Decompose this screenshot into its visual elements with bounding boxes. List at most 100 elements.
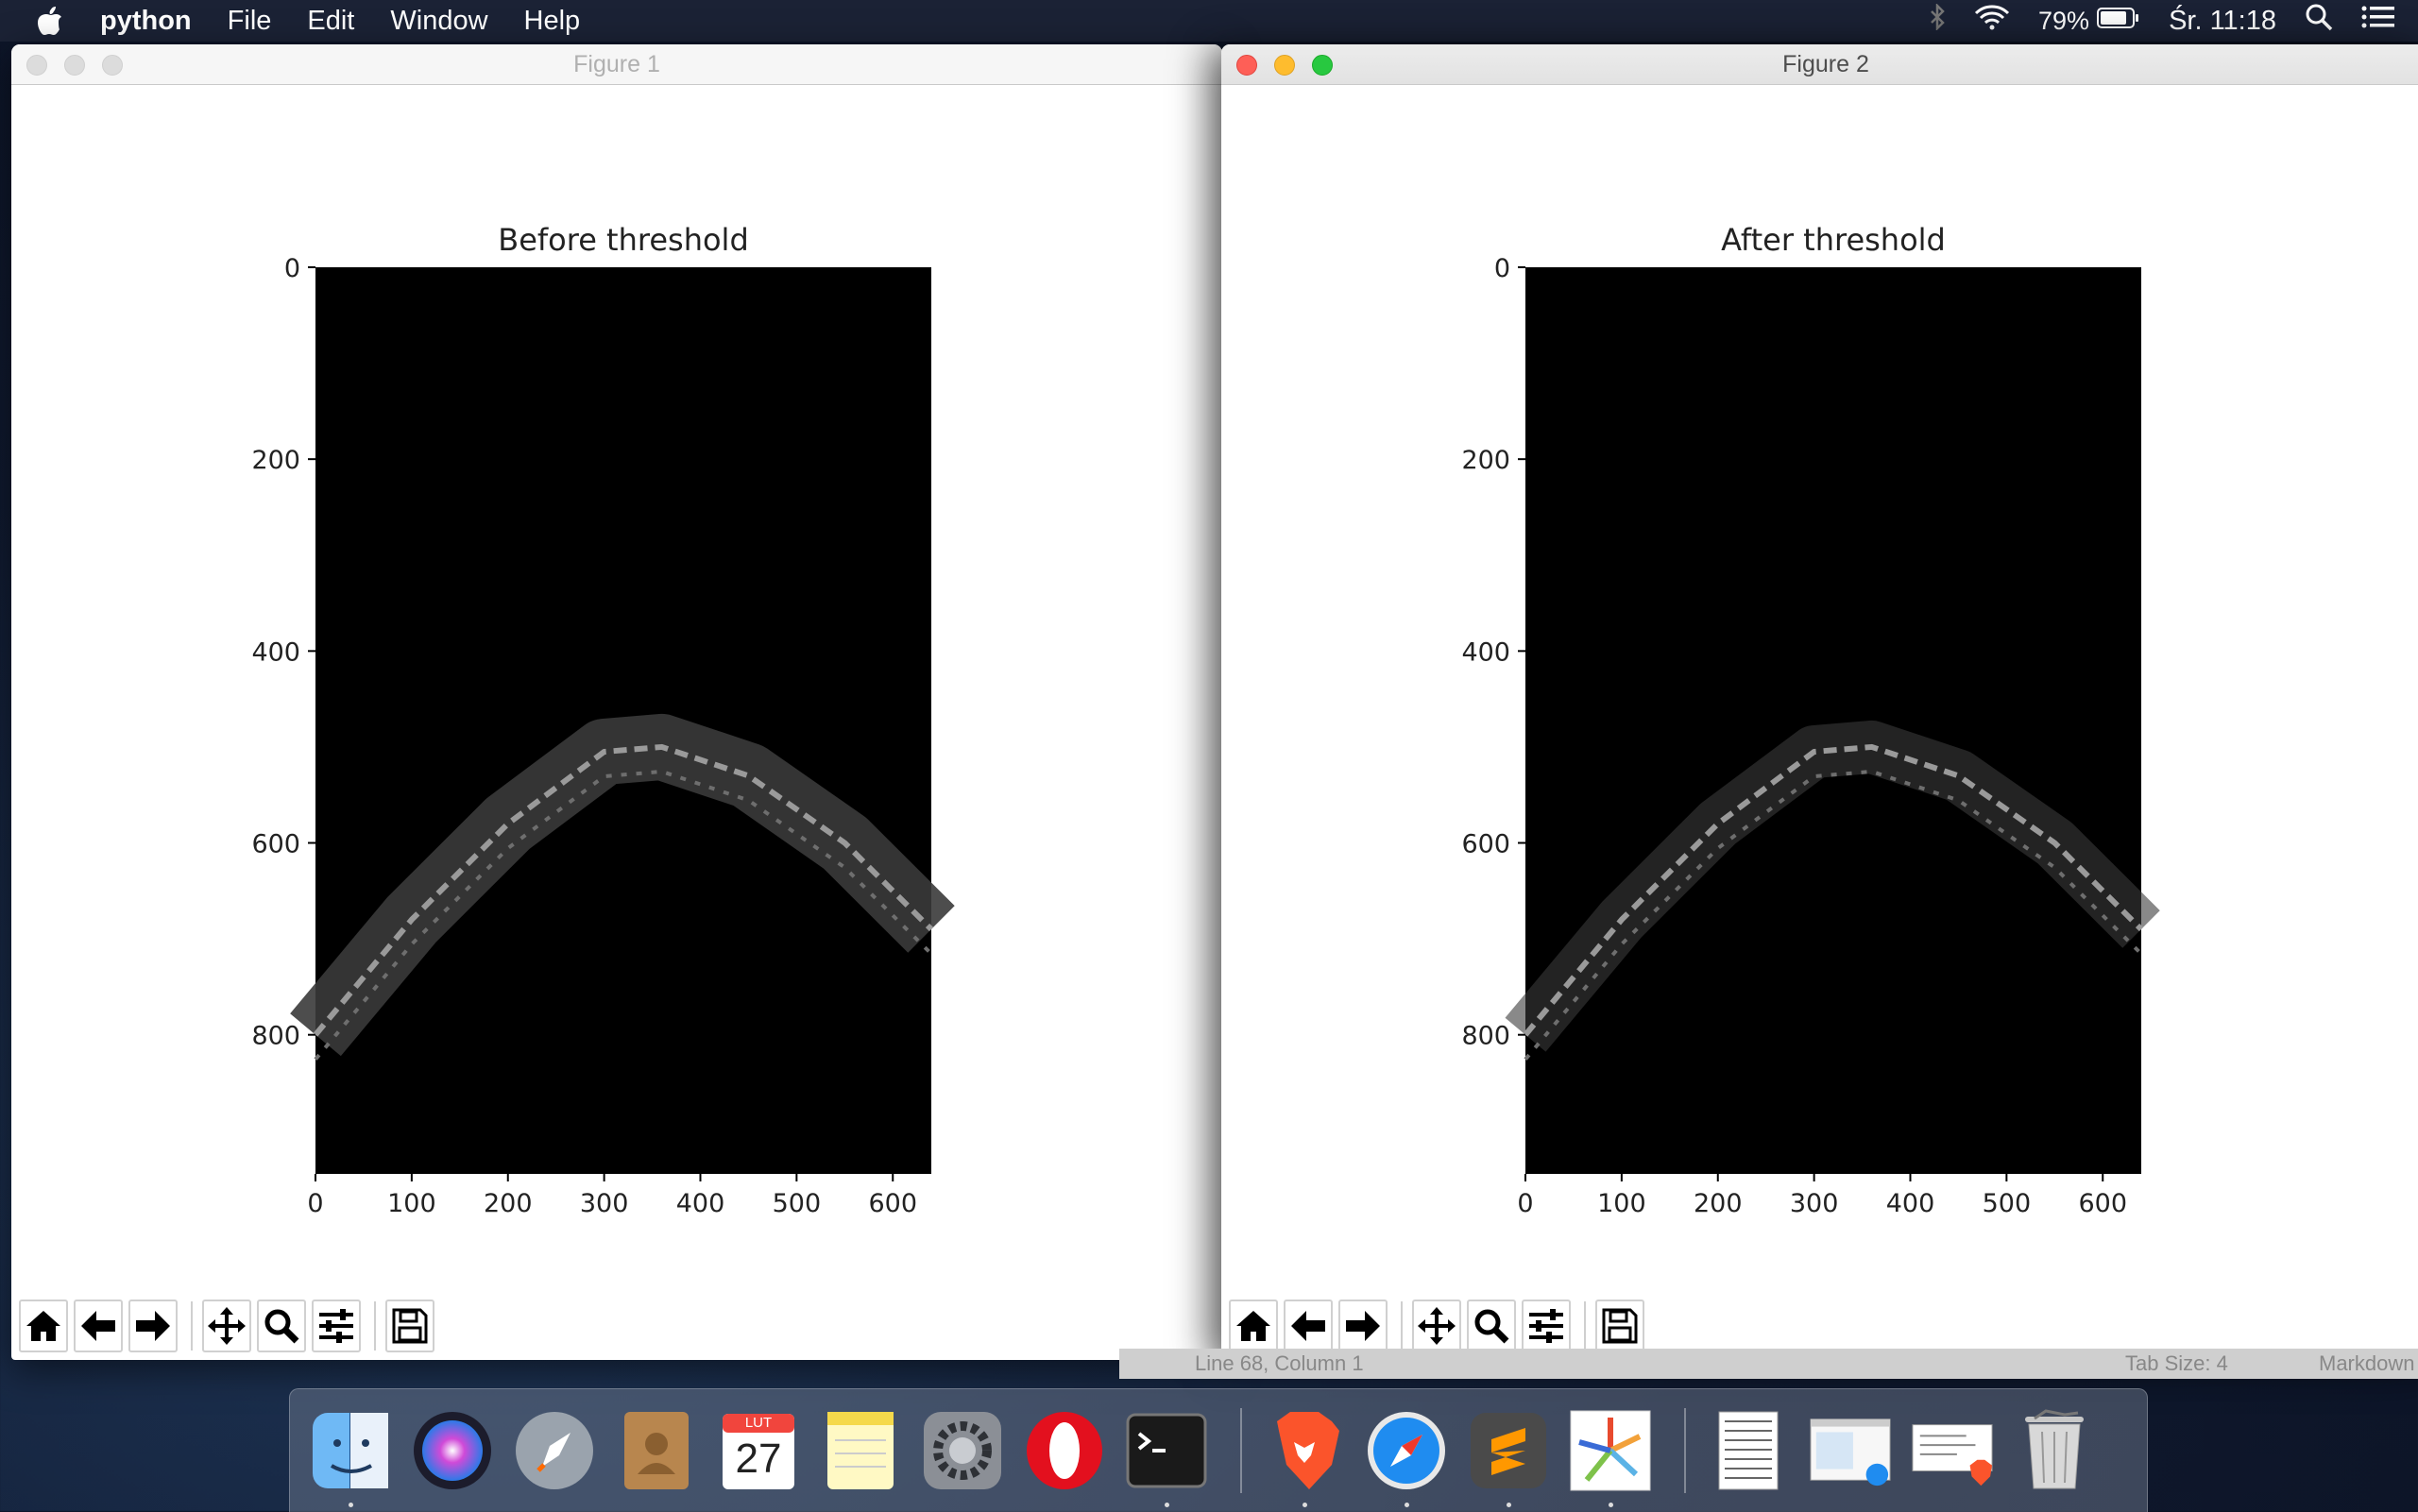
configure-subplots-icon[interactable] (1522, 1300, 1571, 1352)
calendar-icon[interactable]: LUT 27 (717, 1409, 800, 1492)
y-tick-label: 600 (251, 830, 300, 859)
home-icon[interactable] (19, 1300, 68, 1352)
close-button[interactable] (1236, 55, 1257, 76)
menu-app-name[interactable]: python (100, 5, 192, 36)
dock-separator (1240, 1408, 1242, 1493)
zoom-icon[interactable] (257, 1300, 306, 1352)
editor-tab-size: Tab Size: 4 (2125, 1351, 2228, 1375)
menu-window[interactable]: Window (390, 5, 488, 36)
background-editor-statusbar: Line 68, Column 1 Tab Size: 4 Markdown (1119, 1349, 2418, 1379)
launchpad-icon[interactable] (513, 1409, 596, 1492)
figure-2-window[interactable]: Figure 2 After threshold 0 100 200 300 400 500… (1221, 44, 2418, 1360)
curve-strand (1524, 769, 2143, 1061)
opera-icon[interactable] (1023, 1409, 1106, 1492)
home-icon[interactable] (1229, 1300, 1278, 1352)
siri-icon[interactable] (411, 1409, 494, 1492)
document-thumb-2[interactable] (1809, 1409, 1892, 1492)
plot-after-threshold[interactable]: After threshold 0 100 200 300 400 500 600 0 200 40… (1221, 85, 2418, 1294)
battery-percent: 79% (2038, 6, 2090, 35)
y-tick-label: 200 (1461, 446, 1510, 475)
plot-before-threshold[interactable]: Before threshold 0 100 200 300 400 500 600 0 200 4… (11, 85, 1222, 1294)
x-tick-label: 300 (580, 1189, 629, 1218)
y-tick-label: 400 (251, 637, 300, 667)
x-tick-label: 400 (1886, 1189, 1935, 1218)
figure-1-window[interactable]: Figure 1 Before threshold 0 100 200 300 400 50… (11, 44, 1222, 1360)
x-tick-label: 600 (2078, 1189, 2127, 1218)
system-preferences-icon[interactable] (921, 1409, 1004, 1492)
document-thumb-1[interactable] (1707, 1409, 1790, 1492)
window-titlebar[interactable]: Figure 2 (1221, 44, 2418, 85)
window-title: Figure 2 (1782, 51, 1869, 77)
y-tick-label: 800 (251, 1022, 300, 1051)
zoom-button[interactable] (1312, 55, 1333, 76)
toolbar-separator (1401, 1301, 1403, 1351)
sublime-text-icon[interactable] (1467, 1409, 1550, 1507)
menu-help[interactable]: Help (523, 5, 581, 36)
menu-file[interactable]: File (227, 5, 272, 36)
close-button[interactable] (26, 55, 47, 76)
document-thumb-3[interactable] (1911, 1409, 1994, 1492)
calendar-day: 27 (735, 1436, 782, 1482)
python-app-icon[interactable] (1569, 1409, 1652, 1507)
pan-icon[interactable] (1412, 1300, 1461, 1352)
finder-icon[interactable] (309, 1409, 392, 1507)
save-icon[interactable] (385, 1300, 434, 1352)
trash-icon[interactable] (2013, 1409, 2096, 1492)
wifi-icon[interactable] (1974, 4, 2010, 38)
dock-separator (1684, 1408, 1686, 1493)
curve-strand (313, 743, 934, 1037)
forward-icon[interactable] (1338, 1300, 1388, 1352)
y-tick-label: 800 (1461, 1022, 1510, 1051)
x-tick-label: 600 (868, 1189, 917, 1218)
back-icon[interactable] (74, 1300, 123, 1352)
curve-strand (314, 769, 933, 1061)
back-icon[interactable] (1284, 1300, 1333, 1352)
plot-title: After threshold (1721, 222, 1946, 258)
x-tick-label: 100 (387, 1189, 436, 1218)
minimize-button[interactable] (1274, 55, 1295, 76)
y-tick-label: 0 (284, 254, 300, 283)
battery-icon[interactable] (2097, 6, 2140, 37)
save-icon[interactable] (1595, 1300, 1644, 1352)
menu-bar: python File Edit Window Help 79% Śr. 11:… (0, 0, 2418, 42)
figure-canvas[interactable]: Before threshold 0 100 200 300 400 500 600 0 200 4… (11, 85, 1222, 1294)
notification-center-icon[interactable] (2361, 5, 2395, 37)
apple-icon[interactable] (36, 5, 68, 37)
dock: LUT 27 (289, 1388, 2148, 1512)
navigation-toolbar (1221, 1296, 1650, 1356)
zoom-button[interactable] (102, 55, 123, 76)
curve-strand (1523, 743, 2144, 1037)
safari-icon[interactable] (1365, 1409, 1448, 1507)
spotlight-search-icon[interactable] (2305, 3, 2333, 39)
brave-icon[interactable] (1263, 1409, 1346, 1507)
y-tick-label: 0 (1494, 254, 1510, 283)
toolbar-separator (374, 1301, 376, 1351)
plot-title: Before threshold (498, 222, 749, 258)
editor-syntax: Markdown (2319, 1351, 2415, 1375)
bluetooth-icon[interactable] (1929, 2, 1946, 38)
contacts-icon[interactable] (615, 1409, 698, 1492)
image-area[interactable] (1525, 267, 2141, 1174)
terminal-icon[interactable] (1125, 1409, 1208, 1507)
window-title: Figure 1 (573, 51, 660, 77)
x-tick-label: 200 (1694, 1189, 1743, 1218)
window-titlebar[interactable]: Figure 1 (11, 44, 1222, 85)
clock[interactable]: Śr. 11:18 (2169, 5, 2276, 36)
forward-icon[interactable] (128, 1300, 178, 1352)
x-tick-label: 300 (1790, 1189, 1839, 1218)
minimize-button[interactable] (64, 55, 85, 76)
x-tick-label: 400 (676, 1189, 725, 1218)
configure-subplots-icon[interactable] (312, 1300, 361, 1352)
x-tick-label: 500 (1983, 1189, 2032, 1218)
x-tick-label: 200 (484, 1189, 533, 1218)
toolbar-separator (1584, 1301, 1586, 1351)
notes-icon[interactable] (819, 1409, 902, 1492)
x-tick-label: 0 (1517, 1189, 1533, 1218)
calendar-month: LUT (744, 1415, 773, 1431)
y-tick-label: 200 (251, 446, 300, 475)
menu-edit[interactable]: Edit (307, 5, 355, 36)
zoom-icon[interactable] (1467, 1300, 1516, 1352)
x-tick-label: 100 (1597, 1189, 1646, 1218)
figure-canvas[interactable]: After threshold 0 100 200 300 400 500 600 0 200 40… (1221, 85, 2418, 1294)
pan-icon[interactable] (202, 1300, 251, 1352)
